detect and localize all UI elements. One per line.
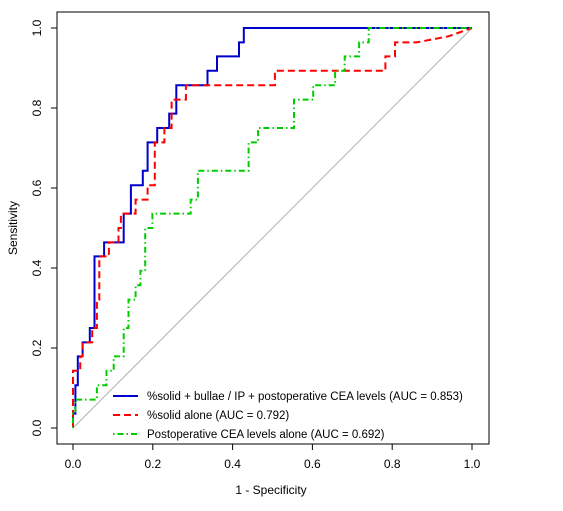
x-tick-label: 0.0: [65, 457, 82, 471]
y-tick-label: 0.6: [30, 179, 44, 196]
y-tick-label: 0.8: [30, 99, 44, 116]
y-tick-label: 1.0: [30, 19, 44, 36]
x-tick-label: 0.6: [304, 457, 321, 471]
x-axis-label: 1 - Specificity: [235, 483, 306, 497]
series-line-2: [72, 27, 473, 428]
reference-diagonal: [72, 27, 473, 429]
series-line-3: [72, 27, 472, 428]
legend-entry-3: Postoperative CEA levels alone (AUC = 0.…: [147, 429, 385, 441]
x-tick-label: 0.8: [384, 457, 401, 471]
legend-entry-1: %solid + bullae / IP + postoperative CEA…: [147, 391, 463, 403]
series-line-1: [72, 27, 472, 428]
legend-entry-2: %solid alone (AUC = 0.792): [147, 410, 289, 422]
x-tick-label: 0.2: [144, 457, 161, 471]
y-axis: 0.0 0.2 0.4 0.6 0.8 1.0: [30, 19, 57, 436]
series-layer: [72, 27, 473, 428]
y-tick-label: 0.4: [30, 259, 44, 276]
y-tick-label: 0.2: [30, 339, 44, 356]
y-tick-label: 0.0: [30, 419, 44, 436]
plot-frame: [56, 11, 490, 445]
x-tick-label: 0.4: [224, 457, 241, 471]
legend: %solid + bullae / IP + postoperative CEA…: [113, 391, 463, 441]
x-axis: 0.0 0.2 0.4 0.6 0.8 1.0: [65, 444, 481, 471]
x-tick-label: 1.0: [464, 457, 481, 471]
y-axis-label: Sensitivity: [6, 201, 20, 255]
